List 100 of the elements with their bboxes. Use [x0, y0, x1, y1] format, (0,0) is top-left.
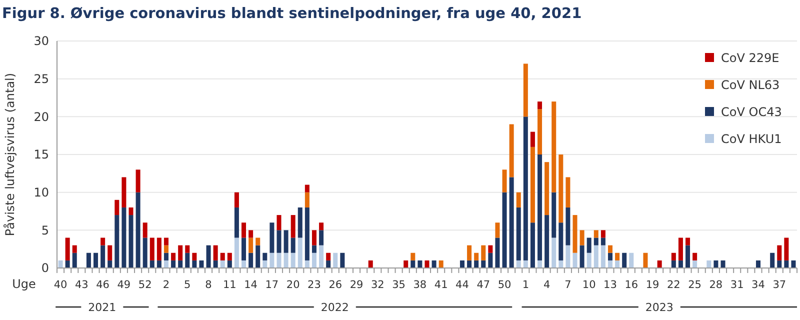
- x-tick-label: 4: [543, 279, 550, 291]
- bar: [424, 260, 430, 268]
- bar: [312, 252, 316, 268]
- bar: [192, 252, 197, 260]
- bar: [284, 252, 288, 268]
- bar: [643, 252, 648, 268]
- bar: [418, 260, 422, 268]
- bar: [600, 245, 606, 268]
- bar: [566, 177, 570, 208]
- bar: [594, 238, 598, 246]
- x-tick-label: 43: [74, 279, 88, 291]
- bar: [410, 260, 416, 268]
- bar: [276, 215, 282, 230]
- bar: [100, 238, 106, 246]
- bar: [122, 177, 126, 208]
- bar: [256, 245, 260, 268]
- x-tick-label: 40: [54, 279, 68, 291]
- text: 2021: [88, 301, 116, 314]
- legend-label: CoV NL63: [721, 78, 780, 92]
- bar: [213, 245, 218, 260]
- bar: [262, 252, 268, 260]
- bar: [72, 252, 77, 268]
- bar: [678, 238, 683, 260]
- bar: [580, 230, 584, 246]
- bar: [488, 252, 493, 268]
- bar: [586, 238, 592, 253]
- bar: [312, 245, 316, 253]
- bar: [502, 170, 507, 192]
- bar: [692, 252, 698, 260]
- bar: [185, 252, 190, 268]
- bar: [234, 238, 239, 268]
- bar: [256, 238, 260, 246]
- bar: [686, 245, 690, 268]
- bar: [100, 245, 106, 268]
- bar: [404, 260, 408, 268]
- bar: [791, 260, 796, 268]
- y-axis-title: Påviste luftvejsvirus (antal): [3, 72, 17, 236]
- x-tick-label: 29: [350, 279, 364, 291]
- bar: [298, 238, 302, 268]
- bar: [242, 238, 246, 260]
- bar: [756, 260, 760, 268]
- bar: [502, 192, 507, 268]
- bar: [122, 207, 126, 268]
- bar: [164, 260, 168, 268]
- bar: [156, 238, 162, 260]
- bar: [108, 260, 112, 268]
- bar: [538, 260, 542, 268]
- bar: [108, 245, 112, 260]
- y-tick-label: 20: [34, 110, 49, 124]
- bar: [171, 252, 176, 260]
- bar: [178, 245, 183, 260]
- x-axis-title: Uge: [12, 277, 36, 291]
- x-tick-label: 31: [730, 279, 744, 291]
- x-tick-label: 25: [688, 279, 702, 291]
- bar: [234, 192, 239, 208]
- bar: [136, 170, 140, 192]
- y-tick-label: 5: [41, 223, 49, 238]
- bar: [622, 252, 627, 268]
- bar: [304, 260, 310, 268]
- bar: [242, 260, 246, 268]
- bar: [509, 177, 514, 268]
- bar: [600, 238, 606, 246]
- bar: [594, 245, 598, 268]
- bar: [523, 64, 528, 117]
- y-tick-label: 10: [34, 186, 49, 200]
- bar: [615, 252, 620, 260]
- text: 2023: [645, 301, 674, 314]
- x-tick-label: 2: [162, 279, 170, 291]
- bar: [58, 260, 63, 268]
- bar: [432, 260, 436, 268]
- bar: [692, 260, 698, 268]
- bar: [594, 230, 598, 238]
- bar: [608, 245, 612, 253]
- bar: [114, 200, 120, 216]
- bar: [290, 215, 296, 238]
- bar: [150, 238, 154, 260]
- bar: [572, 252, 578, 268]
- bar: [340, 252, 345, 268]
- bar: [150, 260, 154, 268]
- x-tick-label: 38: [413, 279, 427, 291]
- bar: [65, 260, 70, 268]
- x-tick-label: 32: [370, 279, 384, 291]
- bar: [178, 260, 183, 268]
- bar: [784, 238, 789, 260]
- x-tick-label: 41: [434, 279, 448, 291]
- bar: [227, 252, 232, 260]
- bar: [326, 260, 331, 268]
- bar: [248, 230, 254, 238]
- bar: [608, 252, 612, 260]
- bar: [580, 245, 584, 268]
- x-tick-label: 1: [522, 279, 530, 291]
- bar: [686, 238, 690, 246]
- bar: [86, 252, 91, 268]
- y-tick-label: 30: [34, 34, 49, 48]
- bar: [220, 260, 225, 268]
- bar: [304, 184, 310, 192]
- bar: [142, 222, 148, 238]
- bar: [114, 215, 120, 268]
- x-tick-label: 20: [286, 279, 300, 291]
- bar: [544, 215, 550, 268]
